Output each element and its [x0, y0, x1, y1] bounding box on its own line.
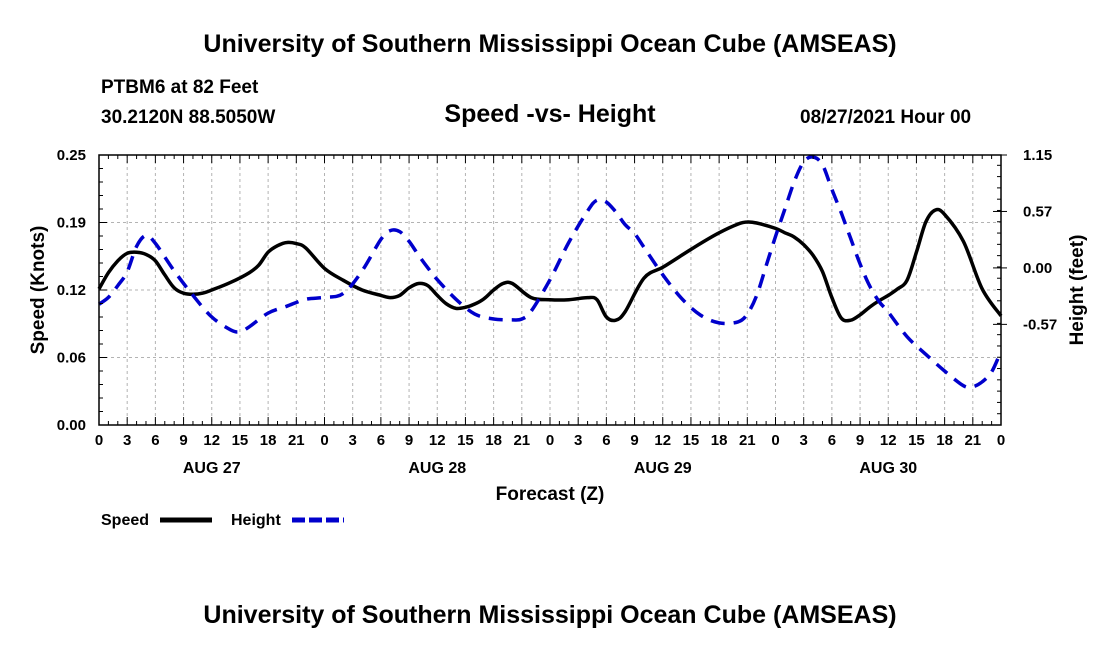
x-tick-label: 9: [179, 432, 187, 449]
x-tick-label: 21: [964, 432, 981, 449]
x-tick-label: 0: [546, 432, 554, 449]
x-tick-label: 3: [349, 432, 357, 449]
x-tick-label: 15: [232, 432, 249, 449]
x-axis-label: Forecast (Z): [496, 484, 605, 505]
x-tick-label: 6: [151, 432, 159, 449]
y-right-tick-label: 0.57: [1023, 203, 1052, 220]
x-tick-label: 18: [260, 432, 277, 449]
grid-layer: [99, 155, 1001, 425]
y-right-tick-label: -0.57: [1023, 316, 1057, 333]
legend: Speed Height: [101, 512, 344, 529]
day-label: AUG 27: [183, 460, 241, 477]
x-tick-label: 9: [856, 432, 864, 449]
y-right-tick-label: 1.15: [1023, 147, 1052, 164]
datetime-label: 08/27/2021 Hour 00: [800, 107, 972, 128]
x-tick-label: 12: [203, 432, 220, 449]
legend-label-speed: Speed: [101, 512, 149, 529]
location-label: 30.2120N 88.5050W: [101, 107, 276, 128]
bottom-title: University of Southern Mississippi Ocean…: [203, 601, 897, 629]
x-tick-label: 6: [602, 432, 610, 449]
y-left-tick-label: 0.19: [57, 215, 86, 232]
x-tick-label: 21: [288, 432, 305, 449]
y-left-label: Speed (Knots): [28, 226, 49, 355]
y-left-tick-label: 0.00: [57, 417, 86, 434]
station-label: PTBM6 at 82 Feet: [101, 77, 259, 98]
series-line-speed: [97, 207, 1003, 323]
y-right-tick-label: 0.00: [1023, 260, 1052, 277]
x-tick-label: 12: [880, 432, 897, 449]
x-tick-label: 6: [377, 432, 385, 449]
x-tick-label: 15: [683, 432, 700, 449]
y-left-tick-label: 0.12: [57, 282, 86, 299]
x-tick-label: 0: [320, 432, 328, 449]
axis-layer: 0 3 6 9 12 15 18 21 0 3 6 9 12 15 18 21 0 3 6 9 12 15 18 21 0 3 6 9…: [57, 147, 1057, 477]
chart-subtitle: Speed -vs- Height: [444, 100, 656, 128]
x-tick-label: 15: [908, 432, 925, 449]
series-line-height: [98, 155, 1003, 390]
x-tick-label: 15: [457, 432, 474, 449]
x-tick-label: 21: [513, 432, 530, 449]
x-tick-label: 21: [739, 432, 756, 449]
x-tick-label: 0: [95, 432, 103, 449]
x-tick-label: 3: [800, 432, 808, 449]
top-title: University of Southern Mississippi Ocean…: [203, 30, 897, 58]
x-tick-label: 12: [429, 432, 446, 449]
day-label: AUG 29: [634, 460, 692, 477]
x-tick-label: 18: [936, 432, 953, 449]
x-tick-label: 3: [574, 432, 582, 449]
y-left-tick-label: 0.25: [57, 147, 86, 164]
y-right-label: Height (feet): [1067, 235, 1088, 346]
day-label: AUG 28: [408, 460, 466, 477]
x-tick-label: 3: [123, 432, 131, 449]
x-tick-label: 18: [485, 432, 502, 449]
x-tick-label: 18: [711, 432, 728, 449]
x-tick-label: 9: [630, 432, 638, 449]
x-tick-label: 0: [771, 432, 779, 449]
x-tick-label: 9: [405, 432, 413, 449]
legend-label-height: Height: [231, 512, 281, 529]
series-layer: [97, 155, 1003, 390]
x-tick-label: 0: [997, 432, 1005, 449]
x-tick-label: 12: [654, 432, 671, 449]
x-tick-label: 6: [828, 432, 836, 449]
y-left-tick-label: 0.06: [57, 350, 86, 367]
day-label: AUG 30: [859, 460, 917, 477]
